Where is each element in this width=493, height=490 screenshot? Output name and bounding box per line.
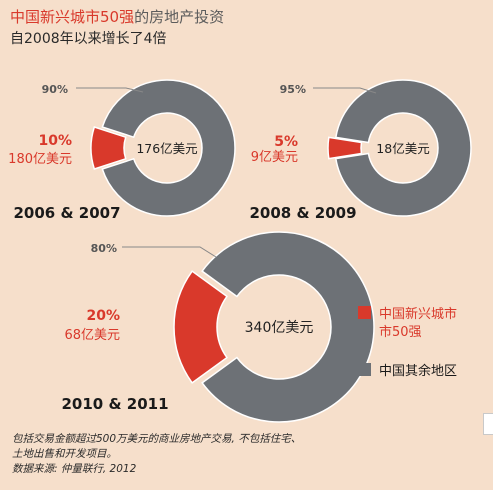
legend-swatch-top50 bbox=[358, 306, 371, 319]
top50-value-label-1: 9亿美元 bbox=[251, 150, 298, 165]
top50-percent-label-2: 20% bbox=[86, 308, 120, 324]
other-leader-line-1 bbox=[313, 87, 377, 94]
top50-value-label-2: 68亿美元 bbox=[64, 328, 120, 343]
top50-percent-label-0: 10% bbox=[38, 133, 72, 149]
slice-top50-0 bbox=[90, 126, 127, 170]
chart-subtitle: 自2008年以来增长了4倍 bbox=[10, 31, 167, 47]
top50-percent-label-1: 5% bbox=[274, 134, 298, 150]
title-rest: 的房地产投资 bbox=[134, 8, 225, 26]
slice-other-2 bbox=[201, 231, 375, 423]
period-label-1: 2008 & 2009 bbox=[249, 204, 356, 222]
scroll-handle[interactable] bbox=[483, 413, 493, 435]
center-total-label-2: 340亿美元 bbox=[245, 320, 314, 336]
top50-value-label-0: 180亿美元 bbox=[8, 152, 72, 167]
slice-other-1 bbox=[334, 79, 472, 217]
period-label-0: 2006 & 2007 bbox=[13, 204, 120, 222]
legend-label-top50-line1: 中国新兴城市 bbox=[379, 306, 457, 322]
other-percent-label-1: 95% bbox=[280, 83, 306, 96]
footnote: 包括交易金额超过500万美元的商业房地产交易, 不包括住宅、 土地出售和开发项目… bbox=[12, 432, 301, 477]
slice-top50-2 bbox=[173, 270, 228, 384]
title-highlight: 中国新兴城市50强 bbox=[10, 8, 135, 26]
center-total-label-1: 18亿美元 bbox=[376, 141, 429, 156]
slice-other-0 bbox=[101, 79, 236, 217]
other-percent-label-2: 80% bbox=[91, 242, 117, 255]
footnote-source: 数据来源: 仲量联行, 2012 bbox=[12, 463, 137, 475]
period-label-2: 2010 & 2011 bbox=[61, 395, 168, 413]
other-leader-line-2 bbox=[122, 246, 217, 258]
center-total-label-0: 176亿美元 bbox=[136, 141, 197, 156]
legend-swatch-other bbox=[358, 363, 371, 376]
footnote-line-2: 土地出售和开发项目。 bbox=[12, 448, 117, 460]
donut-charts: 176亿美元 10% 180亿美元 90% 2006 & 2007 18亿美元 5%9亿美元… bbox=[8, 79, 472, 423]
footnote-line-1: 包括交易金额超过500万美元的商业房地产交易, 不包括住宅、 bbox=[12, 433, 302, 445]
slice-top50-1 bbox=[327, 136, 363, 160]
legend-label-other: 中国其余地区 bbox=[379, 363, 457, 379]
chart-title: 中国新兴城市50强的房地产投资 bbox=[10, 6, 224, 27]
other-leader-line-0 bbox=[76, 87, 144, 93]
legend-label-top50-line2: 市50强 bbox=[379, 324, 422, 340]
other-percent-label-0: 90% bbox=[42, 83, 68, 96]
